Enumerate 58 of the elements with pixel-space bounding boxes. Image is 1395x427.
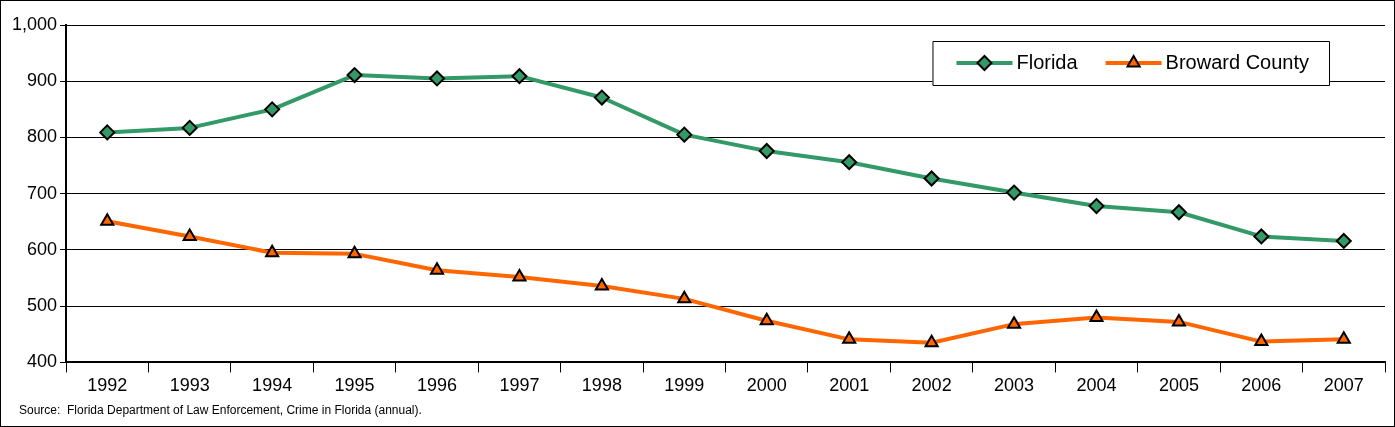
point [512, 268, 527, 282]
point [924, 334, 939, 348]
point [842, 331, 857, 344]
point [594, 277, 609, 291]
x-tick-label: 2003 [994, 375, 1035, 396]
y-tick-label: 700 [27, 182, 58, 203]
point [759, 312, 774, 326]
point [1170, 204, 1187, 221]
x-tick-label: 2000 [746, 375, 787, 396]
point [511, 68, 528, 85]
point [99, 124, 116, 141]
x-tick-label: 2006 [1241, 375, 1282, 396]
point [593, 89, 610, 106]
point [264, 101, 281, 118]
point [1006, 184, 1023, 201]
point [100, 213, 115, 226]
point [1171, 313, 1186, 327]
point [1335, 232, 1352, 249]
point [1089, 309, 1104, 322]
x-tick-label: 1994 [252, 375, 293, 396]
point [1088, 198, 1105, 215]
point [841, 154, 858, 171]
x-tick-label: 2005 [1158, 375, 1199, 396]
point [923, 170, 940, 187]
point [265, 244, 280, 258]
x-tick-label: 1995 [334, 375, 375, 396]
point [346, 67, 363, 84]
point [1006, 316, 1022, 329]
x-tick-label: 1998 [581, 375, 622, 396]
x-tick-label: 2001 [829, 375, 870, 396]
point [677, 290, 692, 304]
y-tick-label: 900 [27, 70, 58, 91]
point [676, 126, 693, 143]
y-tick-label: 800 [27, 126, 58, 147]
x-tick-label: 1997 [499, 375, 540, 396]
x-tick-label: 1999 [664, 375, 705, 396]
x-tick-label: 1996 [416, 375, 458, 396]
x-tick-label: 2007 [1323, 375, 1364, 396]
x-tick-label: 1993 [169, 375, 210, 396]
point [181, 119, 198, 136]
source-note: Source: Florida Department of Law Enforcement, Crime in Florida (annual). [19, 403, 422, 417]
legend-label: Florida [1016, 50, 1079, 73]
point [1254, 333, 1269, 347]
point [182, 228, 197, 241]
x-tick-label: 2004 [1076, 375, 1117, 396]
point [1336, 331, 1351, 344]
y-tick-label: 1,000 [12, 13, 58, 34]
point [429, 70, 445, 87]
point [429, 262, 445, 275]
y-tick-label: 500 [27, 295, 58, 316]
legend-label: Broward County [1165, 50, 1310, 73]
y-tick-label: 400 [27, 351, 58, 372]
x-tick-label: 2002 [911, 375, 952, 396]
point [758, 142, 775, 159]
point [347, 245, 362, 259]
y-tick-label: 600 [27, 238, 58, 259]
x-tick-label: 1992 [87, 375, 128, 396]
point [1253, 228, 1270, 245]
